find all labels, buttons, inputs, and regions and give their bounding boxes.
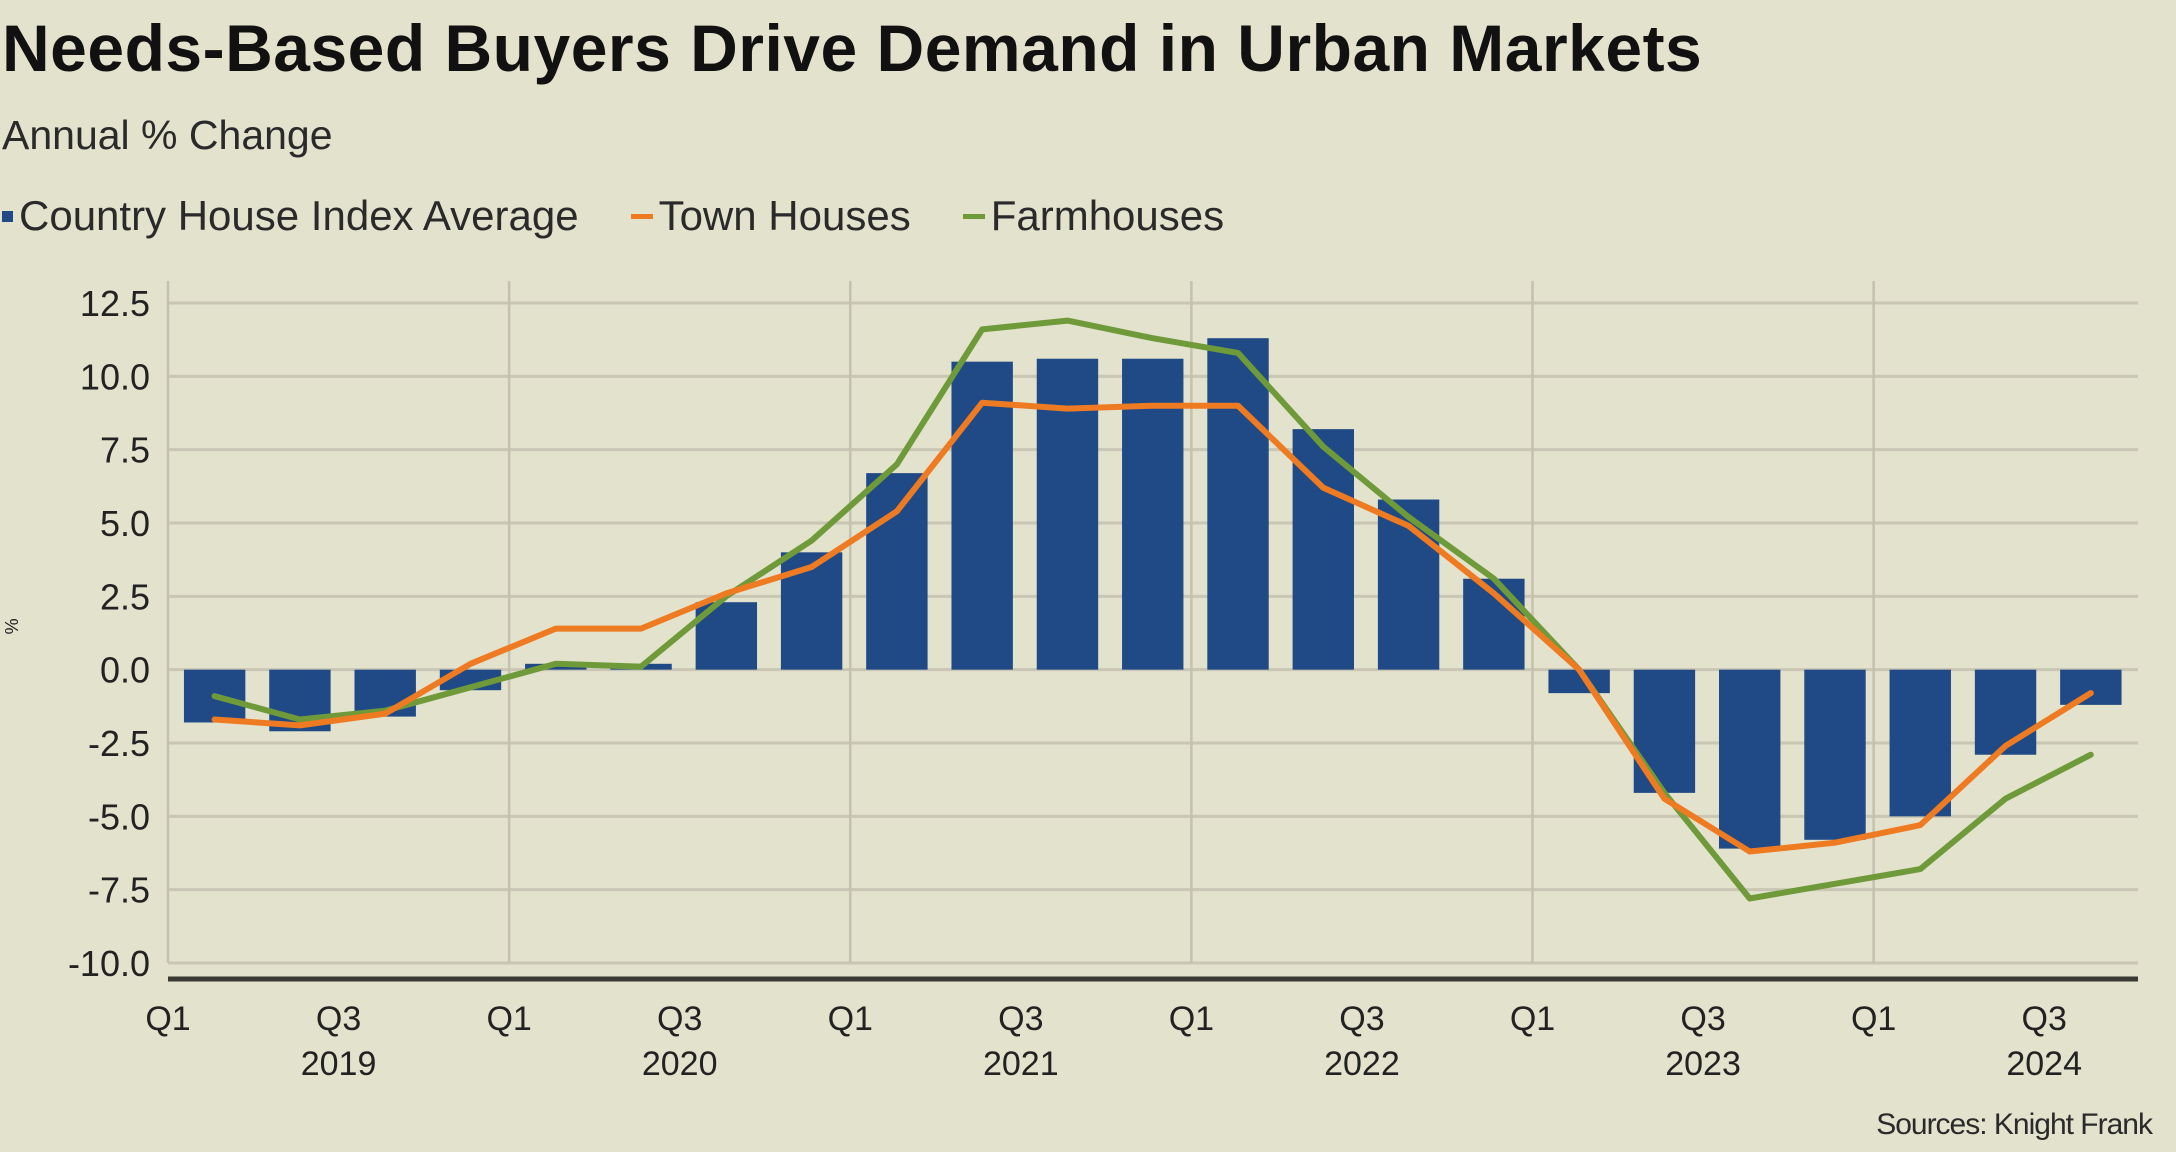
y-tick-label: 0.0 (100, 650, 150, 691)
x-tick-label-year: 2020 (642, 1045, 718, 1083)
y-tick-label: -7.5 (88, 870, 150, 911)
legend-item-farmhouses: Farmhouses (962, 192, 1225, 240)
legend-item-country-house-index: Country House Index Average (2, 192, 579, 240)
line-series (211, 317, 2094, 902)
legend-label: Town Houses (658, 192, 911, 239)
x-tick-label-year: 2023 (1665, 1045, 1741, 1083)
x-tick-label-quarter: Q3 (316, 1000, 361, 1038)
x-axis: Q1 Q3 2019 Q1 Q3 2020 Q1 Q3 2021 Q1 Q3 2022 Q1 Q3 2023… (145, 976, 2138, 1083)
x-tick-label-quarter: Q1 (828, 1000, 873, 1038)
bar (951, 361, 1013, 670)
bar (866, 473, 928, 670)
y-tick-label: 2.5 (100, 576, 150, 617)
bar (1804, 669, 1866, 840)
x-tick-label-year: 2021 (983, 1045, 1059, 1083)
bar (1122, 358, 1184, 670)
x-tick-label-quarter: Q1 (1510, 1000, 1555, 1038)
y-axis-label: % (2, 618, 22, 634)
bar (1889, 669, 1951, 817)
legend-item-town-houses: Town Houses (630, 192, 911, 240)
legend-swatch-country-house-index (2, 210, 13, 222)
legend-swatch-farmhouses (962, 213, 985, 219)
bar (2060, 669, 2122, 705)
x-tick-label-quarter: Q3 (1680, 1000, 1725, 1038)
x-tick-label-quarter: Q3 (2022, 1000, 2067, 1038)
legend-swatch-town-houses (630, 213, 653, 219)
y-tick-label: -5.0 (88, 796, 150, 837)
x-tick-label-quarter: Q1 (1851, 1000, 1896, 1038)
bar (1207, 338, 1269, 670)
legend: Country House Index Average Town Houses … (2, 192, 1224, 240)
legend-label: Farmhouses (990, 192, 1225, 239)
x-tick-label-quarter: Q3 (998, 1000, 1043, 1038)
y-tick-label: 5.0 (100, 503, 150, 544)
chart-subtitle: Annual % Change (2, 112, 333, 158)
x-tick-label-year: 2024 (2006, 1045, 2082, 1083)
y-tick-label: 7.5 (100, 430, 150, 471)
y-tick-label: -2.5 (88, 723, 150, 764)
chart-title: Needs-Based Buyers Drive Demand in Urban… (2, 11, 1703, 85)
x-tick-label-quarter: Q1 (486, 1000, 531, 1038)
source-note: Sources: Knight Frank (1876, 1108, 2153, 1141)
bar (1633, 669, 1696, 793)
x-tick-label-year: 2022 (1324, 1045, 1400, 1083)
y-axis: 12.5 10.0 7.5 5.0 2.5 0.0 -2.5 -5.0 -7.5 -10.0% (2, 283, 150, 984)
bar (1719, 669, 1781, 849)
x-tick-label-quarter: Q1 (145, 1000, 190, 1038)
x-tick-label-quarter: Q3 (1339, 1000, 1384, 1038)
legend-label: Country House Index Average (19, 192, 579, 239)
y-tick-label: -10.0 (68, 943, 150, 984)
y-tick-label: 12.5 (80, 283, 150, 324)
x-tick-label-quarter: Q1 (1169, 1000, 1214, 1038)
y-tick-label: 10.0 (80, 356, 150, 397)
x-tick-label-quarter: Q3 (657, 1000, 702, 1038)
x-tick-label-year: 2019 (301, 1045, 377, 1083)
bar (1974, 669, 2037, 755)
bar-series (183, 338, 2122, 849)
